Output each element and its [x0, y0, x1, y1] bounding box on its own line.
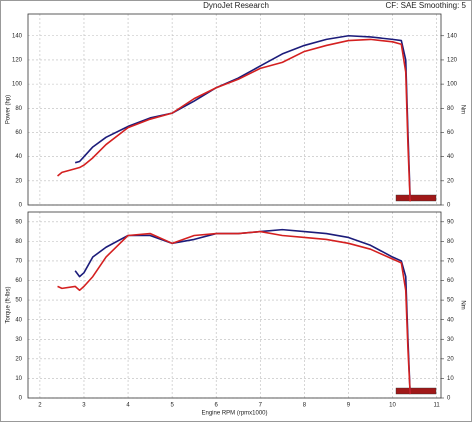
series-line	[57, 38, 411, 202]
y-tick-label: 0	[19, 203, 23, 209]
plot-frame	[27, 211, 442, 399]
y2-axis-label: Nm	[459, 300, 465, 309]
y-tick-label: 70	[15, 259, 22, 265]
y2-tick-label: 10	[447, 376, 454, 382]
y2-tick-label: 30	[447, 337, 454, 343]
y2-tick-label: 40	[447, 154, 454, 160]
x-tick-label: 3	[82, 403, 86, 409]
x-tick-label: 7	[259, 403, 263, 409]
y2-tick-label: 40	[447, 317, 454, 323]
y-axis-label: Power (hp)	[6, 95, 12, 124]
y-tick-label: 40	[15, 317, 22, 323]
y2-tick-label: 80	[447, 106, 454, 112]
series-line	[74, 34, 411, 199]
y2-axis-label: Nm	[459, 105, 465, 114]
plot-frame	[27, 13, 442, 206]
x-axis-label: Engine RPM (rpmx1000)	[201, 411, 267, 417]
logo	[395, 387, 437, 395]
y2-tick-label: 0	[447, 396, 451, 402]
y-tick-label: 60	[15, 130, 22, 136]
y2-tick-label: 70	[447, 259, 454, 265]
x-tick-label: 9	[347, 403, 351, 409]
x-tick-label: 11	[433, 403, 440, 409]
x-tick-label: 10	[389, 403, 396, 409]
y2-tick-label: 60	[447, 130, 454, 136]
y-axis-label: Torque (ft-lbs)	[6, 286, 12, 323]
y-tick-label: 100	[12, 82, 23, 88]
y-tick-label: 20	[15, 356, 22, 362]
y-tick-label: 10	[15, 376, 22, 382]
series-line	[57, 230, 411, 395]
y2-tick-label: 60	[447, 278, 454, 284]
y-tick-label: 0	[19, 396, 23, 402]
x-tick-label: 4	[126, 403, 130, 409]
y2-tick-label: 140	[447, 33, 458, 39]
logo	[395, 194, 437, 202]
y-tick-label: 60	[15, 278, 22, 284]
x-tick-label: 5	[170, 403, 174, 409]
y-tick-label: 80	[15, 106, 22, 112]
x-tick-label: 6	[215, 403, 219, 409]
y2-tick-label: 100	[447, 82, 458, 88]
y-tick-label: 120	[12, 58, 23, 64]
chart-title: DynoJet Research	[203, 1, 269, 10]
y2-tick-label: 80	[447, 239, 454, 245]
y2-tick-label: 20	[447, 178, 454, 184]
y-tick-label: 20	[15, 178, 22, 184]
y-tick-label: 30	[15, 337, 22, 343]
y-tick-label: 50	[15, 298, 22, 304]
y2-tick-label: 20	[447, 356, 454, 362]
y2-tick-label: 120	[447, 58, 458, 64]
y-tick-label: 40	[15, 154, 22, 160]
x-tick-label: 8	[303, 403, 307, 409]
x-tick-label: 2	[38, 403, 42, 409]
y-tick-label: 90	[15, 219, 22, 225]
chart-note: CF: SAE Smoothing: 5	[386, 1, 467, 10]
y-tick-label: 140	[12, 33, 23, 39]
y2-tick-label: 0	[447, 203, 451, 209]
y2-tick-label: 50	[447, 298, 454, 304]
y-tick-label: 80	[15, 239, 22, 245]
y2-tick-label: 90	[447, 219, 454, 225]
